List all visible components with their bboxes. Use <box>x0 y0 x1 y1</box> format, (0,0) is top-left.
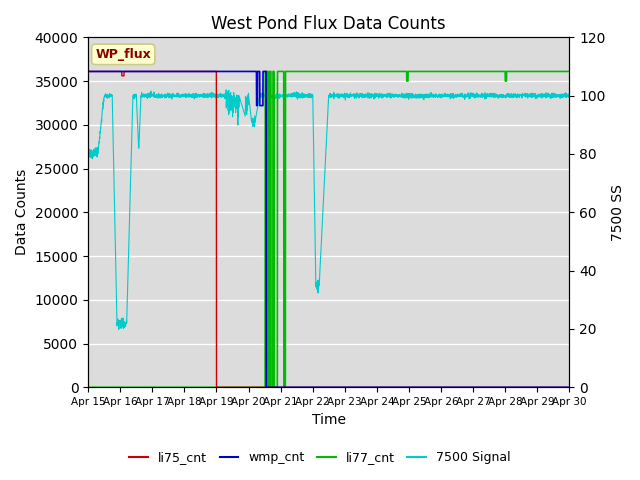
Text: WP_flux: WP_flux <box>95 48 151 61</box>
Title: West Pond Flux Data Counts: West Pond Flux Data Counts <box>211 15 446 33</box>
Legend: li75_cnt, wmp_cnt, li77_cnt, 7500 Signal: li75_cnt, wmp_cnt, li77_cnt, 7500 Signal <box>124 446 516 469</box>
Y-axis label: Data Counts: Data Counts <box>15 169 29 255</box>
X-axis label: Time: Time <box>312 413 346 427</box>
Y-axis label: 7500 SS: 7500 SS <box>611 184 625 241</box>
